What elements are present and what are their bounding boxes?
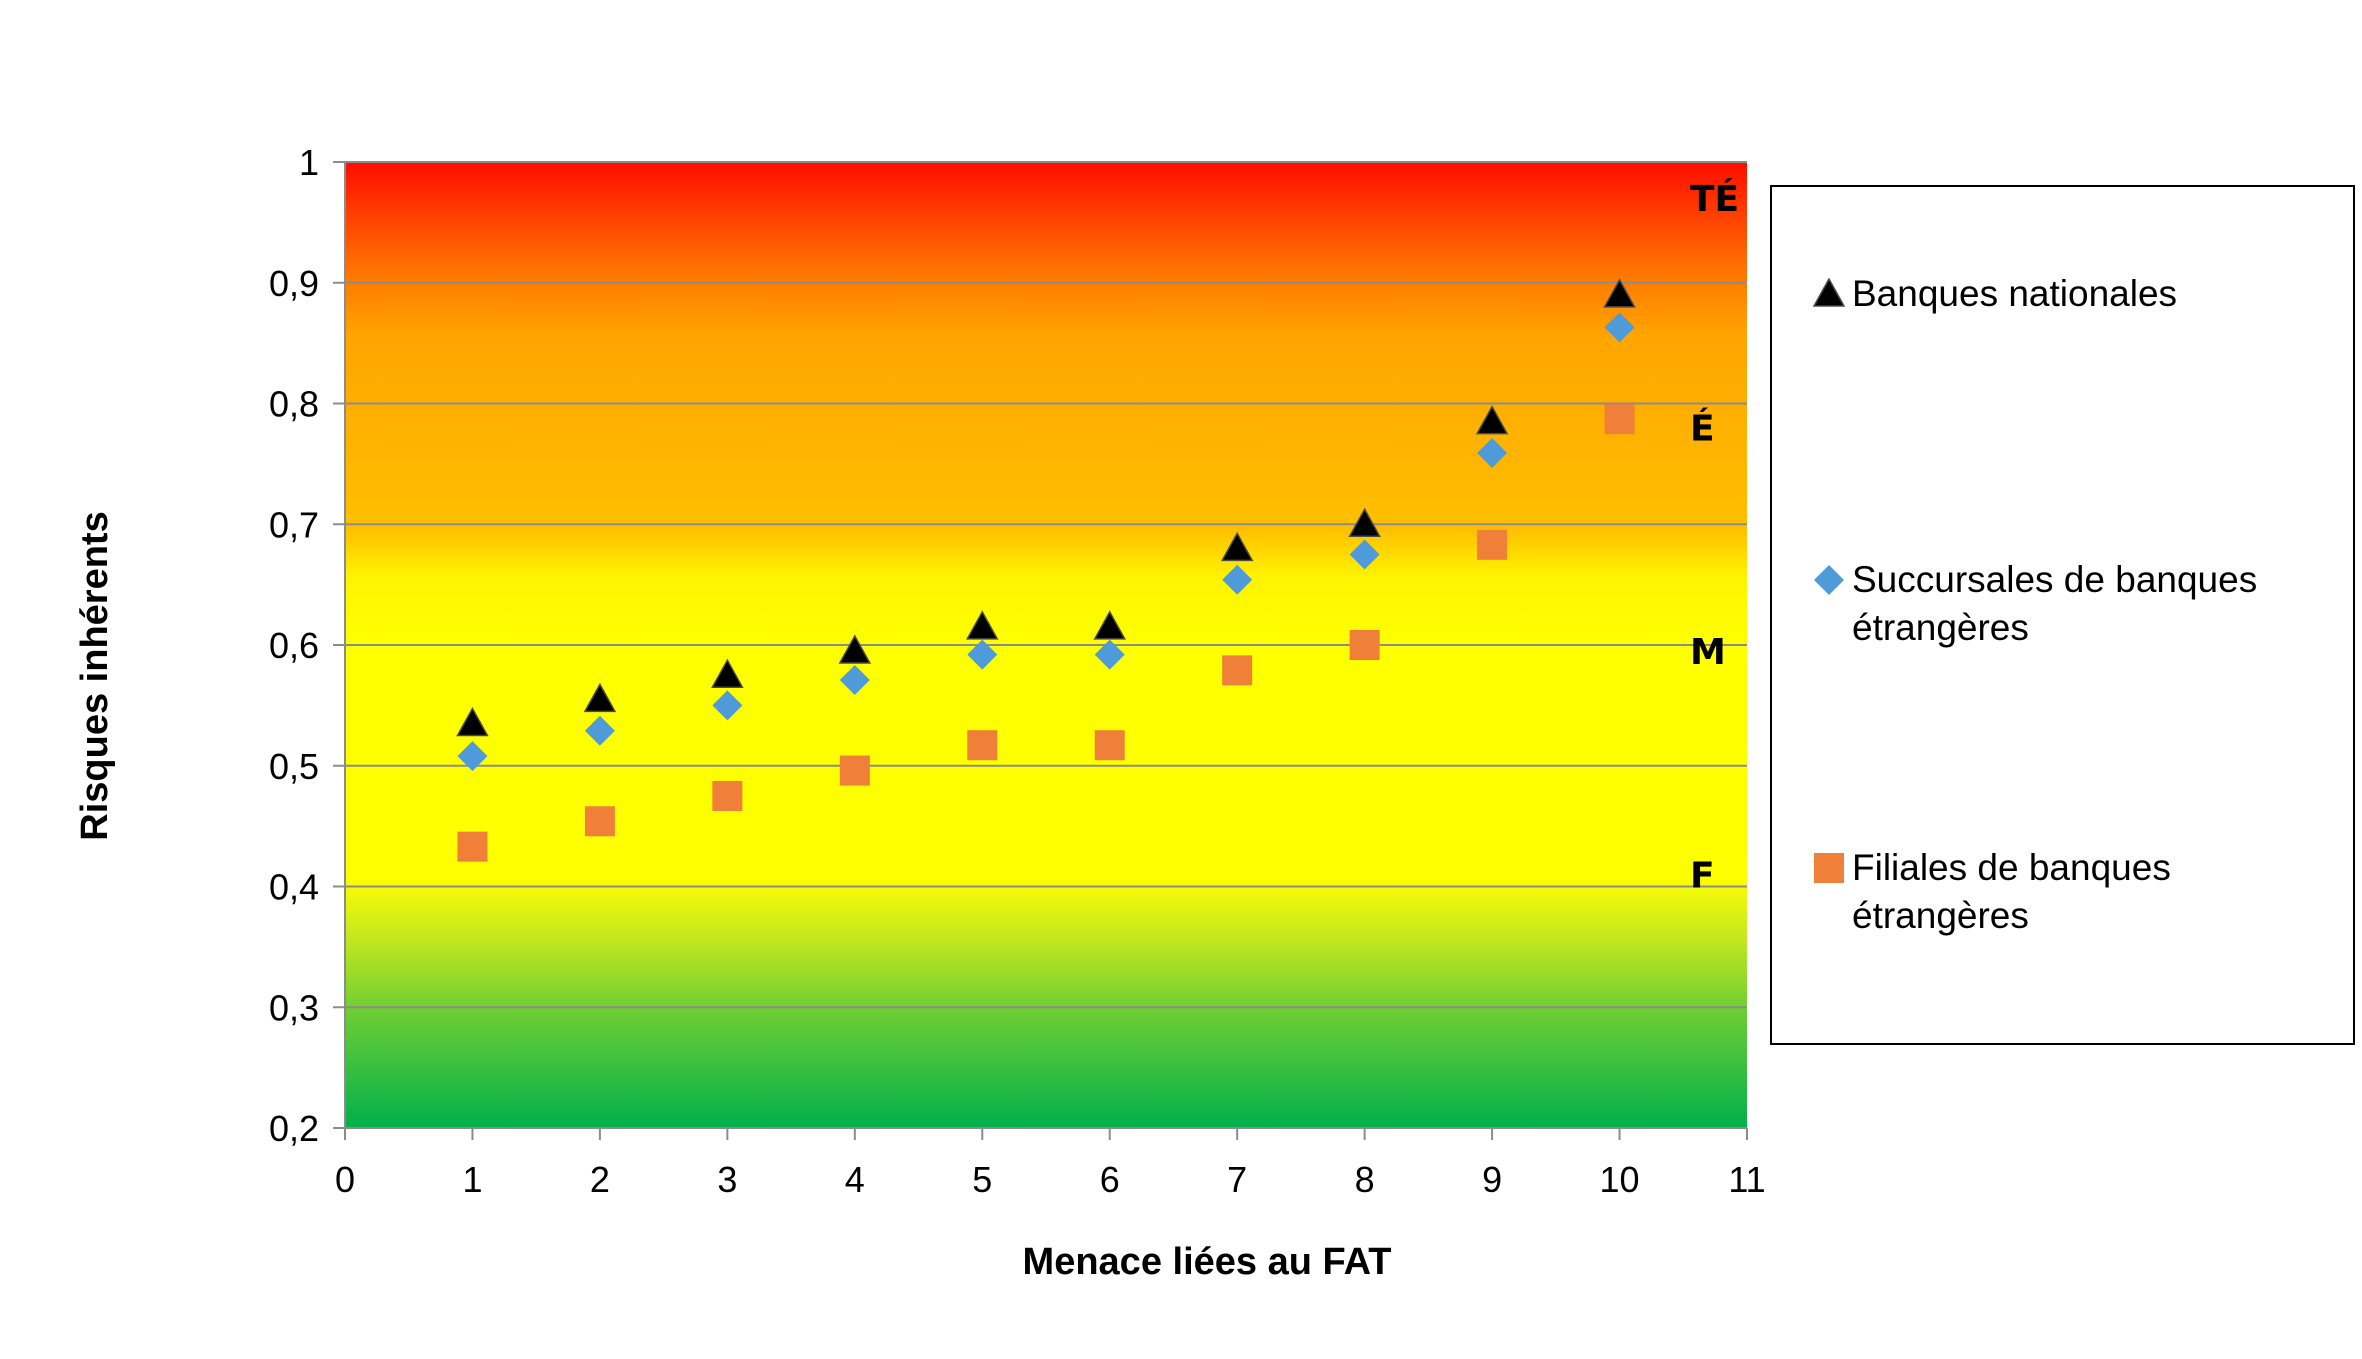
data-points [456,278,1636,862]
diamond-point [1604,312,1635,343]
legend-box [1770,185,2355,1045]
axes [333,161,1748,1140]
y-tick-label: 0,2 [269,1108,319,1149]
y-tick-label: 0,6 [269,625,319,666]
y-axis-title: Risques inhérents [74,511,116,840]
square-point [1222,655,1253,686]
series-square [457,404,1635,862]
legend-label: Banques nationales [1852,273,2177,314]
diamond-point [1094,639,1125,670]
legend-label: étrangères [1852,895,2029,936]
x-tick-label: 6 [1100,1159,1120,1200]
square-point [584,806,615,837]
legend-item: Banques nationales [1812,273,2177,314]
y-tick-label: 0,4 [269,867,319,908]
x-tick-label: 9 [1482,1159,1502,1200]
x-axis-ticks: 0 1 2 3 4 5 6 7 8 9 10 11 [335,1159,1766,1200]
legend-diamond-icon [1814,565,1844,595]
x-tick-label: 3 [717,1159,737,1200]
legend: Banques nationales Succursales de banques… [1770,185,2355,1045]
diamond-point [1477,438,1508,469]
x-tick-label: 11 [1728,1159,1765,1200]
series-triangle [456,278,1636,737]
triangle-point [965,610,999,640]
x-tick-label: 10 [1600,1159,1640,1200]
diamond-point [967,639,998,670]
legend-items: Banques nationales Succursales de banques… [1812,273,2257,936]
square-point [1349,630,1380,660]
x-axis-title: Menace liées au FAT [1023,1241,1392,1283]
x-tick-label: 5 [972,1159,992,1200]
triangle-point [1348,507,1381,537]
legend-triangle-icon [1812,277,1846,307]
zone-label: TÉ [1690,178,1739,220]
diamond-point [839,665,870,696]
square-point [457,831,488,862]
legend-label: Succursales de banques [1852,559,2257,600]
legend-item: Filiales de banques étrangères [1814,847,2171,936]
square-point [1094,730,1125,761]
triangle-point [711,658,744,688]
diamond-point [457,741,488,772]
triangle-point [1475,405,1509,435]
x-tick-label: 4 [845,1159,865,1200]
triangle-point [838,634,872,664]
y-axis-ticks: 0,2 0,3 0,4 0,5 0,6 0,7 0,8 0,9 1 [269,142,319,1149]
square-point [1604,404,1635,435]
square-point [967,730,998,761]
series-diamond [457,312,1635,772]
y-tick-label: 0,8 [269,384,319,425]
triangle-point [1093,610,1127,640]
y-tick-label: 1 [299,142,319,183]
gridlines [345,161,1747,1009]
diamond-point [584,715,615,746]
legend-label: étrangères [1852,607,2029,648]
triangle-point [583,682,617,713]
legend-label: Filiales de banques [1852,847,2171,888]
y-tick-label: 0,3 [269,987,319,1028]
triangle-point [1603,278,1636,308]
triangle-point [456,706,489,737]
x-tick-label: 0 [335,1159,355,1200]
square-point [712,780,743,811]
square-point [1477,529,1508,560]
triangle-point [1220,531,1254,562]
diamond-point [1222,564,1253,595]
x-tick-label: 1 [462,1159,482,1200]
legend-item: Succursales de banques étrangères [1814,559,2257,648]
zone-label: F [1690,855,1715,896]
y-tick-label: 0,5 [269,746,319,787]
x-tick-label: 2 [590,1159,610,1200]
square-point [839,755,870,786]
y-tick-label: 0,9 [269,263,319,304]
y-tick-label: 0,7 [269,504,319,545]
legend-square-icon [1814,853,1844,883]
zone-label: É [1690,408,1715,450]
zone-label: M [1690,632,1726,673]
diamond-point [712,690,743,721]
risk-zone-labels: TÉ É M F [1690,178,1739,896]
diamond-point [1349,539,1380,570]
x-tick-label: 8 [1355,1159,1375,1200]
x-tick-label: 7 [1227,1159,1247,1200]
